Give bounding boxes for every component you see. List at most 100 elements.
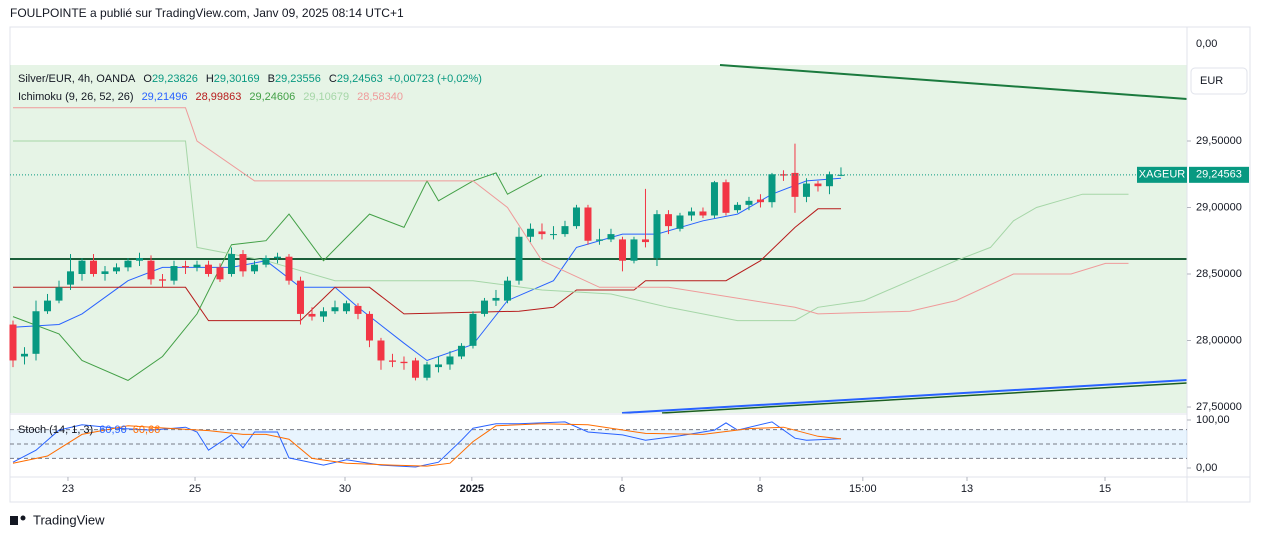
legend-value: 29,23556 (275, 73, 321, 85)
trend-line (661, 382, 1188, 414)
x-tick-label: 15 (1099, 483, 1111, 495)
legend-value: 29,24563 (337, 73, 383, 85)
legend-change: +0,00723 (+0,02%) (388, 73, 482, 85)
candle-body (124, 260, 132, 268)
legend-value: 29,30169 (214, 73, 260, 85)
candle-body (515, 236, 523, 281)
candle-body (584, 207, 592, 241)
candle-body (423, 364, 431, 378)
candle-body (572, 207, 580, 227)
legend-key: B (268, 73, 275, 85)
indicator-line (13, 140, 1129, 322)
candle-body (273, 256, 281, 259)
candle-body (101, 271, 109, 275)
candle-body (779, 174, 787, 176)
candle-body (480, 300, 488, 314)
indicator-line (13, 107, 1129, 315)
x-tick-label: 13 (961, 483, 973, 495)
x-tick-label: 23 (62, 483, 74, 495)
x-tick-label: 2025 (460, 483, 484, 495)
candle-body (250, 264, 258, 272)
legend-key: H (206, 73, 214, 85)
legend: Ichimoku (9, 26, 52, 26) 29,21496 28,99863… (18, 91, 403, 103)
candle-body (331, 307, 339, 312)
x-tick-label: 30 (339, 483, 351, 495)
candle-body (181, 266, 189, 268)
y-tick-label: 28,50000 (1196, 268, 1242, 280)
stoch-value: 60,90 (99, 424, 127, 436)
legend-key: O (143, 73, 152, 85)
candle-body (503, 280, 511, 301)
logo-text: TradingView (33, 512, 105, 527)
symbol-tag-text: XAGEUR (1139, 169, 1186, 181)
indicator-title: Ichimoku (9, 26, 52, 26) (18, 91, 134, 103)
candle-body (32, 311, 40, 354)
top-axis-label: 0,00 (1196, 38, 1217, 50)
candle-body (595, 239, 603, 241)
candle-body (319, 311, 327, 317)
indicator-value: 28,58340 (357, 91, 403, 103)
candle-body (20, 353, 28, 357)
y-tick-label: 29,50000 (1196, 135, 1242, 147)
candle-body (446, 356, 454, 365)
price-tag-text: 29,24563 (1196, 169, 1242, 181)
candle-body (89, 260, 97, 275)
candle-body (492, 297, 500, 301)
candle-body (676, 215, 684, 229)
price-tag (1189, 166, 1249, 183)
chart-frame (9, 26, 1251, 503)
y-tick-label: 100,00 (1196, 414, 1230, 426)
candle-body (365, 313, 373, 341)
candle-body (400, 361, 408, 364)
candle-body (66, 271, 74, 285)
symbol-tag (1137, 166, 1187, 183)
candle-body (296, 280, 304, 314)
candle-body (802, 183, 810, 197)
trend-line (719, 64, 1188, 100)
candle-body (653, 214, 661, 259)
candle-body (285, 256, 293, 281)
candle-body (388, 360, 396, 362)
legend: Stoch (14, 1, 3) 60,90 60,66 (18, 424, 160, 436)
candle-body (687, 211, 695, 216)
indicator-line (13, 208, 841, 322)
candle-body (791, 172, 799, 197)
candle-body (55, 287, 63, 301)
indicator-line (12, 172, 543, 381)
candle-body (43, 300, 51, 312)
candle-body (733, 204, 741, 211)
candle-body (538, 231, 546, 235)
candle-body (756, 199, 764, 203)
candle-body (216, 267, 224, 280)
indicator-line (12, 423, 842, 467)
channel-highlight (10, 65, 1187, 413)
x-tick-label: 25 (189, 483, 201, 495)
candle-body (227, 254, 235, 275)
candle-body (549, 234, 557, 236)
candle-body (204, 264, 212, 275)
stoch-title: Stoch (14, 1, 3) (18, 424, 93, 436)
candle-body (308, 313, 316, 317)
y-tick-label: 0,00 (1196, 462, 1217, 474)
logo (10, 515, 26, 525)
candle-body (9, 324, 17, 361)
candle-body (618, 239, 626, 261)
currency[interactable]: EUR (1200, 75, 1223, 87)
currency-button[interactable] (1190, 67, 1248, 95)
x-tick-label: 8 (757, 483, 763, 495)
candle-body (377, 340, 385, 361)
candle-body (262, 258, 270, 265)
stoch-value: 60,66 (133, 424, 161, 436)
candle-body (78, 260, 86, 275)
candle-body (699, 211, 707, 216)
candle-body (434, 364, 442, 368)
candle-body (710, 182, 718, 216)
candle-body (837, 174, 845, 176)
indicator-value: 29,21496 (142, 91, 188, 103)
candle-body (112, 267, 120, 272)
indicator-value: 29,24606 (249, 91, 295, 103)
y-tick-label: 29,00000 (1196, 201, 1242, 213)
candle-body (607, 234, 615, 240)
candle-body (135, 258, 143, 261)
indicator-value: 29,10679 (303, 91, 349, 103)
